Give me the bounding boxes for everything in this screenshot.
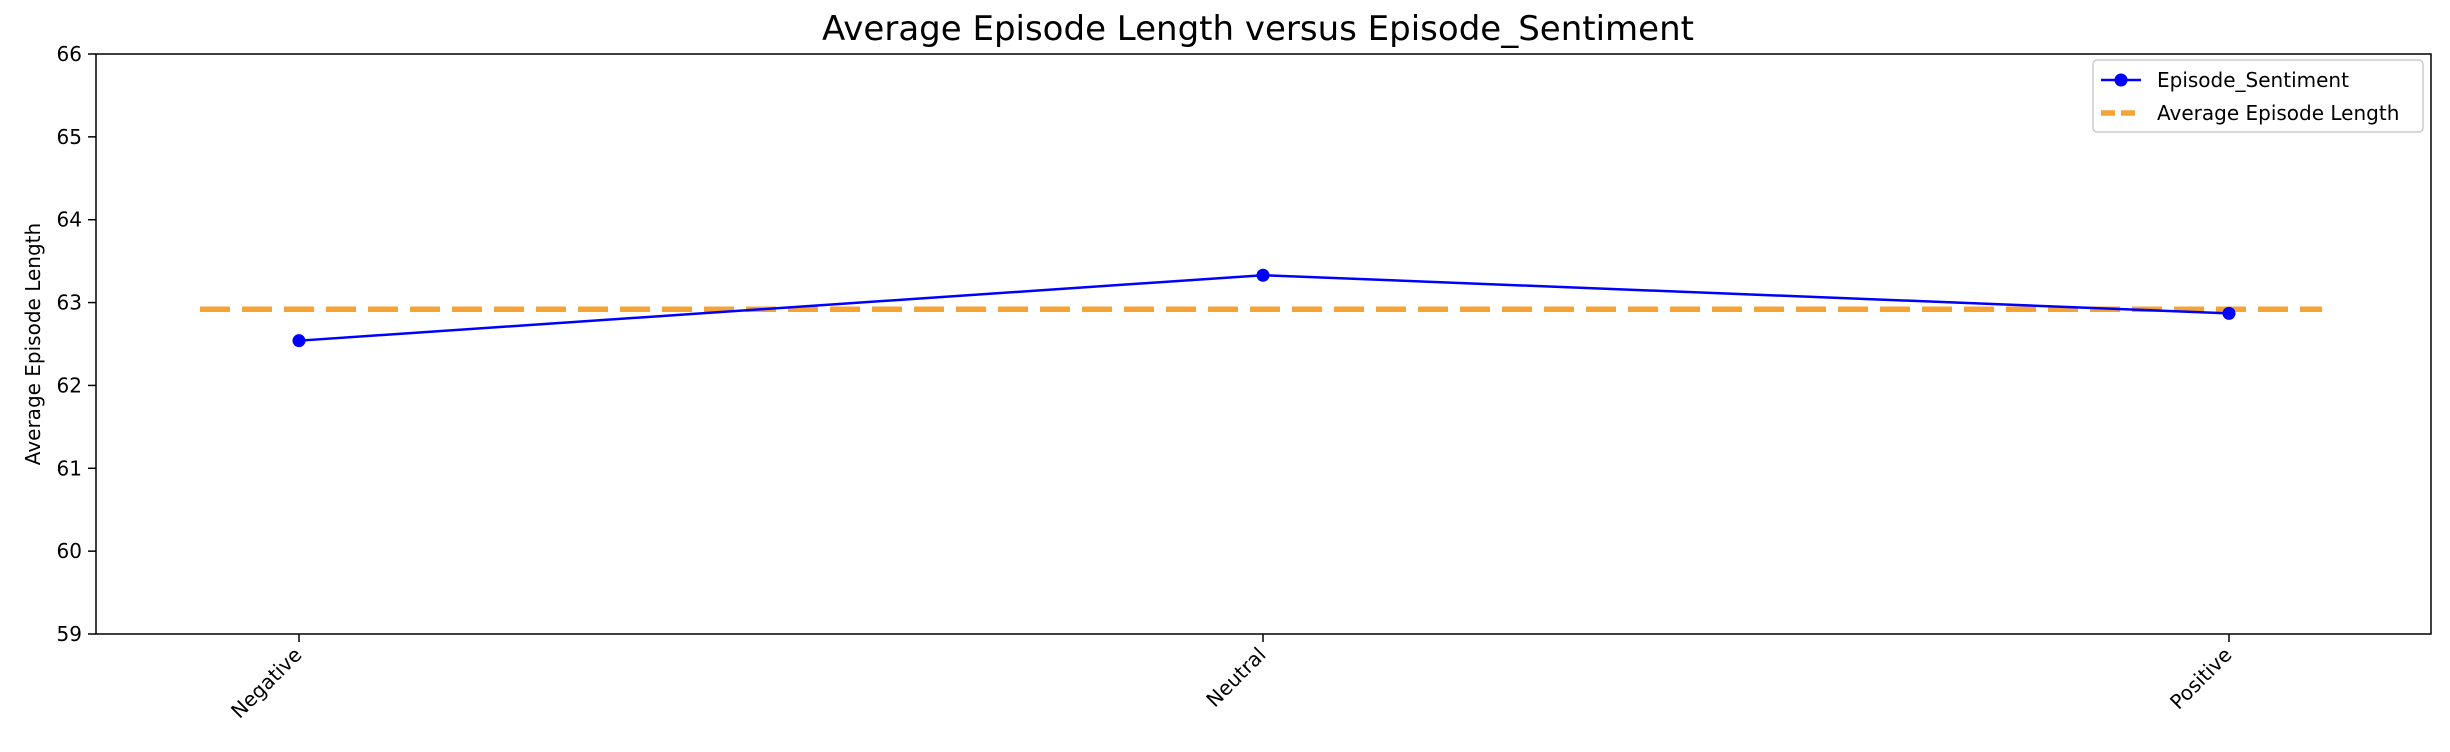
- y-tick-label: 65: [57, 125, 82, 149]
- series-group: [292, 268, 2236, 348]
- legend-box: [2092, 59, 2424, 133]
- x-tick-label: Neutral: [1201, 643, 1270, 712]
- y-tick-label: 63: [57, 291, 82, 315]
- legend-marker-series: [2114, 73, 2128, 87]
- y-axis: 59 60 61 62 63 64 65 66: [57, 42, 96, 646]
- y-tick-label: 61: [57, 456, 82, 480]
- data-point: [2222, 306, 2236, 320]
- legend-label-reference: Average Episode Length: [2157, 101, 2399, 125]
- chart-title: Average Episode Length versus Episode_Se…: [822, 9, 1694, 49]
- y-tick-label: 66: [57, 42, 82, 66]
- plot-area-frame: [95, 53, 2432, 635]
- y-tick-label: 60: [57, 539, 82, 563]
- y-axis-label: Average Episode Length: [21, 223, 45, 465]
- data-point: [292, 334, 306, 348]
- y-tick-label: 62: [57, 373, 82, 397]
- x-tick-label: Positive: [2165, 643, 2236, 714]
- data-point: [1256, 268, 1270, 282]
- legend: Episode_Sentiment Average Episode Length: [2092, 59, 2424, 133]
- y-tick-label: 64: [57, 208, 82, 232]
- x-axis: Negative Neutral Positive: [226, 634, 2237, 723]
- legend-label-series: Episode_Sentiment: [2157, 68, 2349, 92]
- y-tick-label: 59: [57, 622, 82, 646]
- x-tick-label: Negative: [226, 643, 306, 723]
